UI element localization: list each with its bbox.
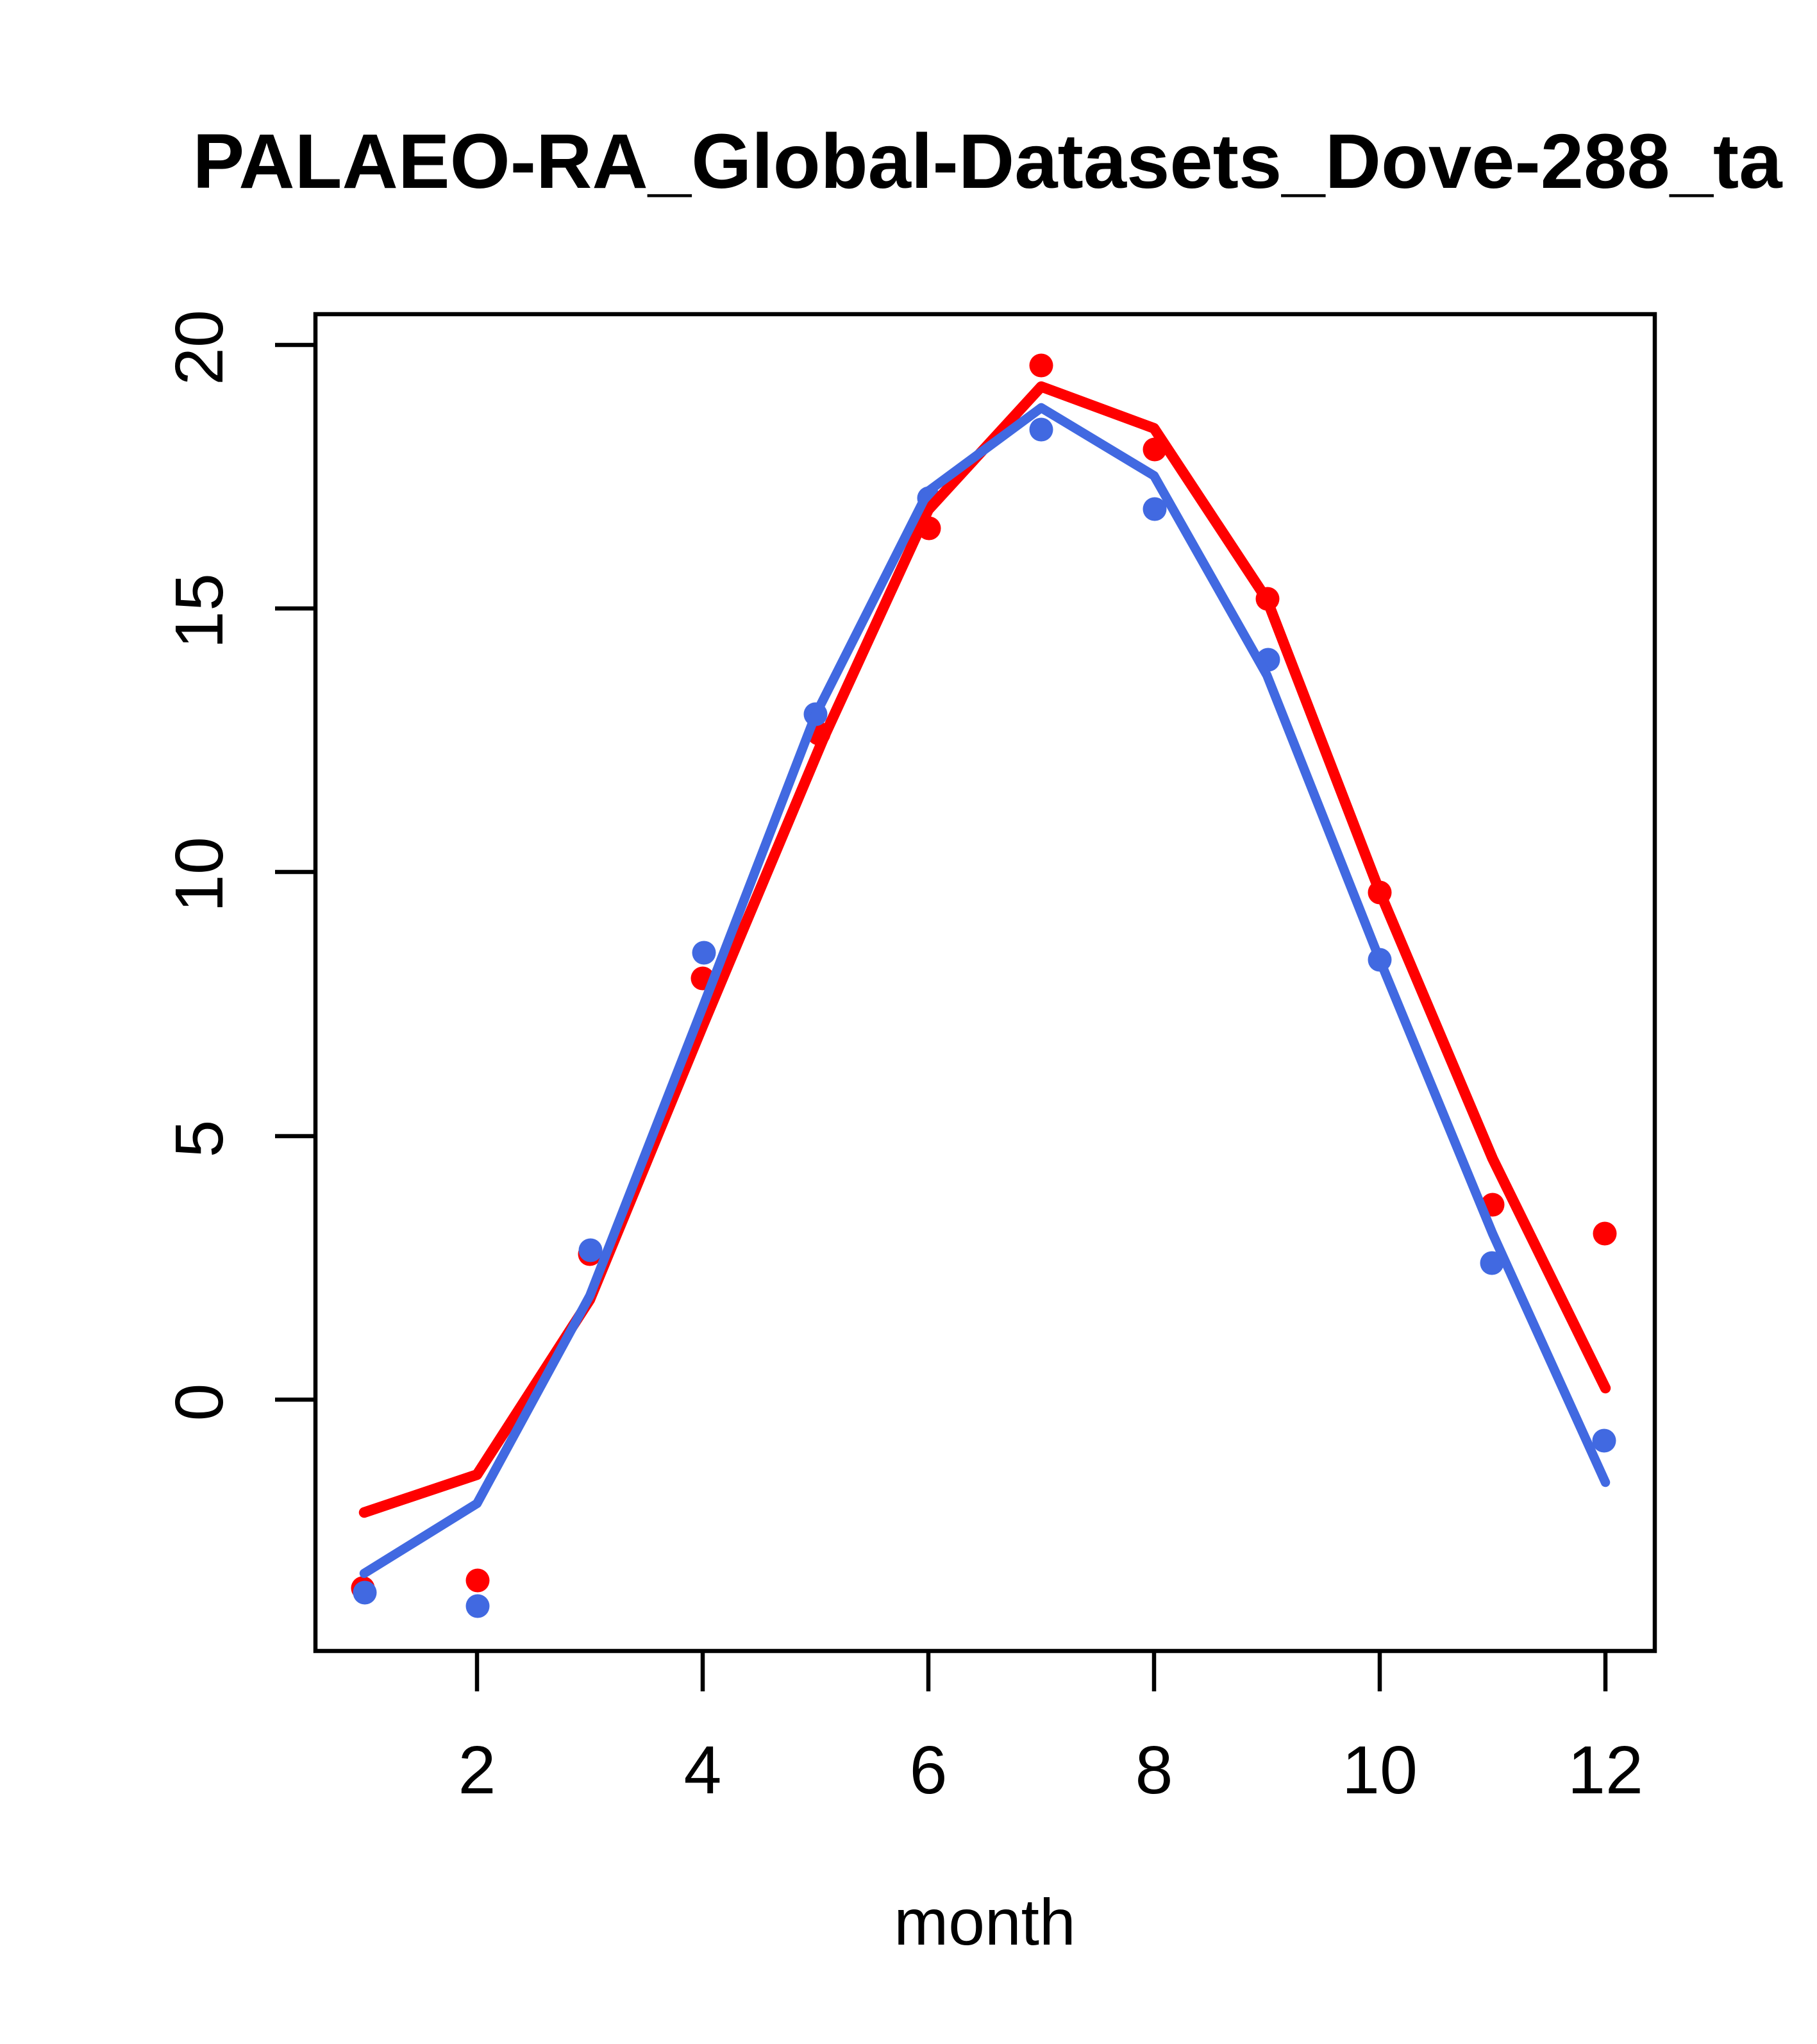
svg-text:5: 5 (162, 1120, 237, 1158)
svg-text:PALAEO-RA_Global-Datasets_Dove: PALAEO-RA_Global-Datasets_Dove-288_ta (192, 117, 1783, 205)
svg-text:8: 8 (1135, 1732, 1173, 1808)
svg-text:10: 10 (162, 837, 237, 912)
svg-text:0: 0 (162, 1384, 237, 1421)
svg-text:15: 15 (162, 573, 237, 649)
svg-text:4: 4 (684, 1732, 722, 1808)
svg-text:month: month (894, 1886, 1076, 1959)
svg-text:10: 10 (1342, 1732, 1418, 1808)
svg-text:6: 6 (910, 1732, 948, 1808)
svg-text:12: 12 (1568, 1732, 1643, 1808)
svg-text:20: 20 (162, 310, 237, 385)
svg-text:2: 2 (458, 1732, 496, 1808)
